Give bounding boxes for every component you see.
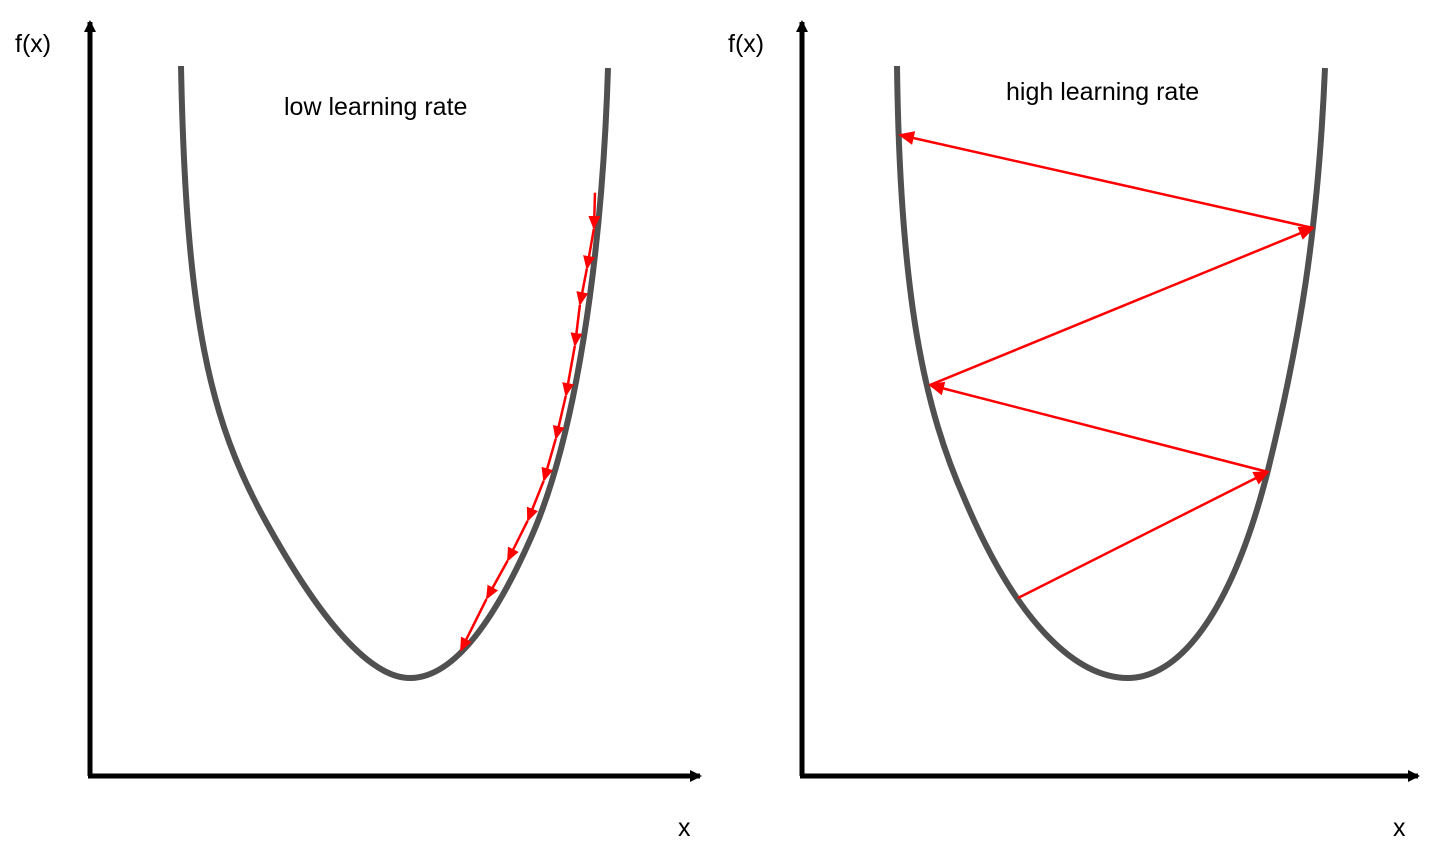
panel-title: high learning rate — [1006, 78, 1199, 106]
panel-low-learning-rate: f(x) x low learning rate — [15, 20, 702, 842]
step-arrow — [562, 345, 577, 397]
x-axis-label: x — [1393, 814, 1406, 842]
step-arrow — [485, 560, 509, 600]
y-axis-label: f(x) — [728, 30, 764, 58]
loss-curve — [178, 65, 611, 682]
step-arrow — [526, 480, 545, 522]
step-arrow — [459, 598, 488, 652]
step-arrow — [583, 228, 596, 270]
large-step-arrows — [898, 131, 1315, 600]
step-arrow — [570, 304, 583, 347]
small-step-arrows — [459, 192, 601, 652]
step-arrow — [928, 381, 1269, 474]
step-arrow — [588, 192, 601, 230]
step-arrow — [1017, 470, 1270, 600]
step-arrow — [541, 438, 557, 482]
x-axis-label: x — [678, 814, 691, 842]
panel-title: low learning rate — [284, 93, 467, 121]
loss-curve — [894, 65, 1328, 682]
step-arrow — [506, 520, 529, 562]
step-arrow — [929, 226, 1315, 387]
y-axis-label: f(x) — [15, 30, 51, 58]
step-arrow — [898, 131, 1314, 230]
step-arrow — [552, 395, 568, 440]
step-arrow — [576, 268, 589, 306]
panel-high-learning-rate: f(x) x high learning rate — [728, 20, 1420, 842]
